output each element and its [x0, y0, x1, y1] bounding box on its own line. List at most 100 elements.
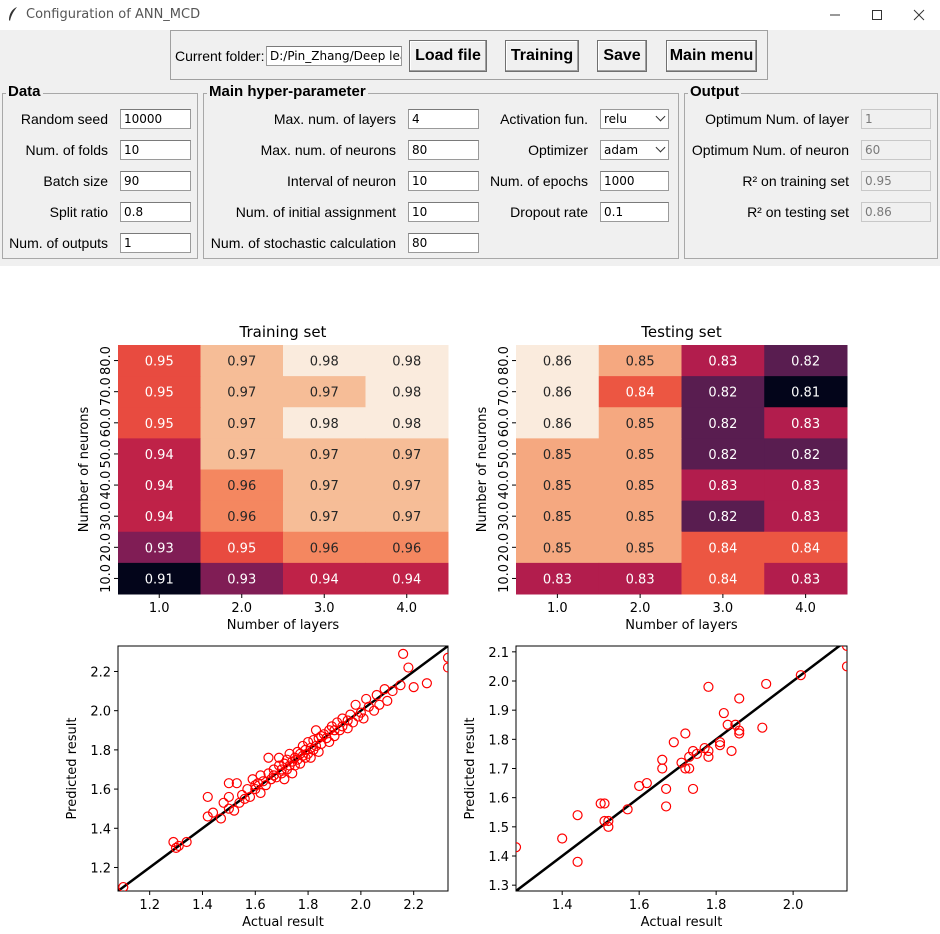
- y-tick-label: 80.0: [99, 346, 114, 375]
- split-ratio-field[interactable]: 0.8: [120, 202, 191, 222]
- folder-path-field[interactable]: D:/Pin_Zhang/Deep learr: [266, 46, 402, 66]
- heatmap-cell: [200, 562, 284, 595]
- scatter-point: [337, 713, 348, 724]
- minimize-icon[interactable]: [822, 4, 848, 26]
- epochs-field[interactable]: 1000: [600, 171, 669, 191]
- y-axis-label: Predicted result: [463, 718, 478, 820]
- scatter-point: [308, 734, 319, 746]
- scatter-point: [329, 731, 340, 742]
- scatter-point: [599, 798, 610, 809]
- y-tick-label: 1.7: [488, 763, 509, 778]
- heatmap-cell: [516, 531, 600, 564]
- scatter-point: [408, 682, 419, 693]
- x-tick-label: 1.6: [245, 898, 266, 913]
- load-file-button[interactable]: Load file: [409, 40, 487, 72]
- heatmap-cell: [365, 531, 449, 564]
- training-button[interactable]: Training: [505, 40, 579, 72]
- close-icon[interactable]: [906, 4, 932, 26]
- y-tick-label: 50.0: [99, 439, 114, 468]
- heatmap-cell-label: 0.85: [543, 541, 572, 556]
- scatter-point: [714, 740, 726, 751]
- heatmap-cell-label: 0.95: [145, 386, 174, 401]
- scatter-point: [761, 678, 772, 690]
- chevron-down-icon: [655, 111, 666, 122]
- x-tick-label: 1.8: [706, 898, 727, 913]
- scatter-point: [657, 763, 668, 774]
- heatmap-cell-label: 0.97: [310, 448, 339, 463]
- scatter-point: [691, 748, 702, 760]
- heatmap-cell-label: 0.94: [392, 572, 421, 587]
- scatter-point: [324, 736, 335, 748]
- heatmap-cell-label: 0.83: [791, 572, 820, 587]
- x-tick-label: 1.8: [298, 898, 319, 913]
- interval-neuron-label: Interval of neuron: [287, 173, 396, 189]
- heatmap-cell-label: 0.82: [708, 417, 737, 432]
- scatter-point: [795, 670, 806, 681]
- dropout-field[interactable]: 0.1: [600, 202, 669, 222]
- stochastic-calculation-field[interactable]: 80: [408, 233, 479, 253]
- heatmap-cell-label: 0.81: [791, 386, 820, 401]
- maximize-icon[interactable]: [864, 4, 890, 26]
- scatter-point: [398, 648, 409, 659]
- hyper-parameter-group-title: Main hyper-parameter: [207, 83, 368, 100]
- batch-size-field[interactable]: 90: [120, 171, 191, 191]
- y-tick-label: 60.0: [99, 408, 114, 437]
- scatter-point: [714, 737, 726, 748]
- heatmap-cell-label: 0.97: [392, 510, 421, 525]
- optimum-layer-label: Optimum Num. of layer: [705, 111, 849, 127]
- scatter-point: [215, 813, 227, 824]
- optimizer-select[interactable]: adam: [600, 140, 669, 160]
- heatmap-cell: [764, 407, 848, 439]
- max-neurons-field[interactable]: 80: [408, 140, 479, 160]
- x-tick-label: 2.0: [351, 898, 372, 913]
- x-tick-label: 1.4: [192, 898, 213, 913]
- num-folds-field[interactable]: 10: [120, 140, 191, 160]
- epochs-label: Num. of epochs: [489, 173, 588, 189]
- max-layers-field[interactable]: 4: [408, 109, 479, 129]
- scatter-point: [668, 737, 679, 748]
- heatmap-cell: [598, 376, 682, 408]
- num-outputs-field[interactable]: 1: [120, 233, 191, 253]
- heatmap-cell-label: 0.96: [227, 510, 256, 525]
- y-tick-label: 60.0: [497, 408, 512, 437]
- r2-training-field: 0.95: [861, 171, 931, 191]
- scatter-point: [239, 793, 250, 804]
- scatter-point: [342, 723, 353, 734]
- scatter-point: [703, 745, 714, 757]
- scatter-point: [382, 695, 393, 706]
- heatmap-cell-label: 0.96: [227, 479, 256, 494]
- scatter-point: [374, 699, 385, 710]
- scatter-point: [442, 662, 448, 673]
- y-tick-label: 70.0: [99, 377, 114, 406]
- scatter-point: [302, 736, 314, 748]
- heatmap-cell-label: 0.83: [708, 479, 737, 494]
- y-tick-label: 40.0: [99, 471, 114, 500]
- heatmap-cell: [283, 376, 366, 408]
- random-seed-field[interactable]: 10000: [120, 109, 191, 129]
- heatmap-cell-label: 0.85: [543, 479, 572, 494]
- heatmap-cell-label: 0.97: [227, 355, 256, 370]
- heatmap-cell: [283, 500, 366, 533]
- y-tick-label: 50.0: [497, 439, 512, 468]
- y-tick-label: 2.2: [90, 665, 111, 680]
- scatter-points: [516, 646, 847, 867]
- heatmap-cell: [200, 407, 284, 439]
- main-menu-button[interactable]: Main menu: [666, 40, 757, 72]
- heatmap-cell: [283, 345, 366, 377]
- scatter-point: [202, 791, 213, 803]
- heatmap-cell-label: 0.97: [310, 479, 339, 494]
- initial-assignment-field[interactable]: 10: [408, 202, 479, 222]
- scatter-point: [680, 728, 691, 739]
- scatter-point: [603, 821, 614, 832]
- activation-select[interactable]: relu: [600, 109, 669, 129]
- save-button[interactable]: Save: [597, 40, 647, 72]
- dropout-label: Dropout rate: [510, 204, 588, 220]
- heatmap-cell-label: 0.82: [791, 355, 820, 370]
- toolbar: Current folder: D:/Pin_Zhang/Deep learr …: [170, 30, 768, 80]
- current-folder-label: Current folder:: [175, 48, 265, 64]
- heatmap-cell-label: 0.95: [145, 355, 174, 370]
- heatmap-cell-label: 0.97: [310, 510, 339, 525]
- heatmap-cell-label: 0.94: [310, 572, 339, 587]
- scatter-point: [516, 842, 522, 853]
- interval-neuron-field[interactable]: 10: [408, 171, 479, 191]
